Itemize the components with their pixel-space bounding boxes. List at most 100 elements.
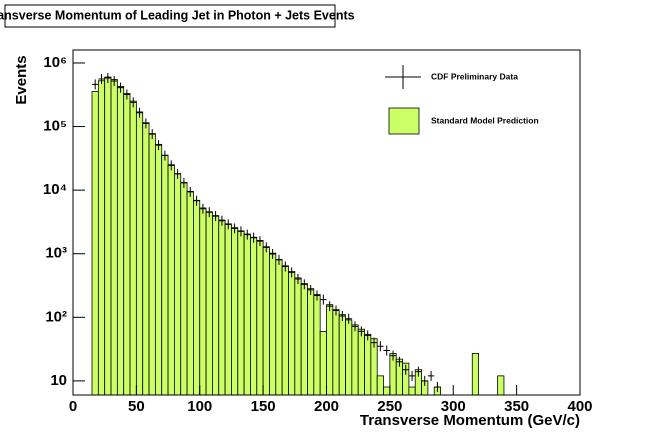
data-point bbox=[168, 160, 175, 171]
data-point bbox=[364, 330, 371, 341]
histogram-bar bbox=[97, 80, 106, 396]
data-point bbox=[326, 301, 333, 312]
histogram-bar bbox=[300, 283, 308, 396]
histogram-bar bbox=[376, 375, 384, 396]
y-tick-label: 10³ bbox=[45, 245, 67, 262]
data-point bbox=[218, 215, 226, 226]
data-point bbox=[269, 249, 276, 260]
histogram-bar bbox=[231, 227, 239, 396]
histogram-bar bbox=[142, 122, 150, 396]
histogram-bar bbox=[237, 230, 245, 396]
data-point bbox=[174, 168, 181, 179]
data-point bbox=[117, 82, 124, 93]
data-point bbox=[250, 232, 257, 243]
histogram-bar bbox=[243, 233, 251, 396]
histogram-bar bbox=[294, 277, 302, 396]
histogram-bar bbox=[497, 375, 505, 396]
histogram-bar bbox=[269, 252, 277, 396]
histogram-bar bbox=[154, 143, 163, 396]
data-point bbox=[339, 310, 346, 321]
x-tick-label: 100 bbox=[187, 398, 212, 415]
data-point bbox=[408, 370, 416, 381]
histogram-bar bbox=[338, 314, 346, 396]
histogram-bar bbox=[161, 154, 169, 396]
histogram-bar bbox=[212, 215, 220, 396]
y-axis-label: Events bbox=[13, 55, 30, 104]
data-point bbox=[237, 226, 245, 237]
data-point bbox=[351, 321, 359, 332]
data-point bbox=[187, 186, 194, 197]
data-point bbox=[389, 350, 397, 361]
histogram-bar bbox=[148, 133, 156, 396]
y-tick-label: 10² bbox=[45, 308, 67, 325]
histogram-bar bbox=[357, 328, 365, 396]
histogram-bar bbox=[110, 79, 118, 396]
data-point bbox=[244, 229, 251, 240]
x-tick-label: 400 bbox=[567, 398, 592, 415]
data-point bbox=[206, 207, 213, 218]
data-point bbox=[415, 366, 422, 377]
data-point bbox=[421, 375, 428, 386]
data-point bbox=[149, 129, 156, 140]
x-tick-label: 350 bbox=[504, 398, 529, 415]
histogram-bar bbox=[167, 164, 175, 396]
x-tick-label: 250 bbox=[377, 398, 402, 415]
data-point bbox=[142, 118, 150, 129]
histogram-bar bbox=[173, 173, 182, 396]
data-point bbox=[130, 97, 137, 108]
data-point bbox=[161, 150, 169, 161]
data-point bbox=[332, 305, 340, 316]
x-tick-label: 150 bbox=[251, 398, 276, 415]
data-point bbox=[301, 279, 308, 290]
data-point bbox=[275, 254, 283, 265]
histogram-bar bbox=[186, 191, 194, 396]
histogram-bar bbox=[256, 240, 264, 396]
data-point bbox=[111, 76, 118, 87]
histogram-bar bbox=[288, 271, 296, 396]
histogram-bar bbox=[351, 324, 359, 396]
histogram-bar bbox=[326, 304, 334, 396]
data-point bbox=[396, 356, 403, 367]
histogram-bar bbox=[218, 219, 226, 396]
data-point bbox=[193, 195, 200, 206]
histogram-bar bbox=[345, 319, 353, 396]
histogram-bar bbox=[319, 331, 327, 396]
data-point bbox=[294, 274, 302, 285]
data-point bbox=[377, 341, 384, 352]
data-point bbox=[345, 313, 352, 324]
x-tick-label: 0 bbox=[69, 398, 77, 415]
histogram-bar bbox=[250, 236, 258, 396]
histogram-bar bbox=[313, 294, 321, 396]
histogram-bar bbox=[116, 86, 125, 396]
x-tick-label: 200 bbox=[314, 398, 339, 415]
x-tick-label: 50 bbox=[128, 398, 145, 415]
data-point bbox=[199, 203, 207, 214]
histogram-bar bbox=[199, 207, 207, 396]
data-point bbox=[225, 219, 232, 230]
data-point bbox=[288, 267, 295, 278]
y-tick-label: 10⁴ bbox=[43, 181, 67, 198]
legend-marker bbox=[385, 65, 421, 89]
title-box bbox=[4, 4, 336, 28]
data-point bbox=[92, 79, 99, 90]
histogram-bar bbox=[224, 223, 232, 396]
legend-label: Standard Model Prediction bbox=[431, 115, 539, 125]
data-point bbox=[402, 364, 409, 375]
legend-label: CDF Preliminary Data bbox=[431, 71, 518, 81]
data-point bbox=[383, 345, 390, 356]
histogram-bar bbox=[180, 182, 188, 396]
histogram-bar bbox=[123, 93, 131, 396]
histogram-bar bbox=[307, 288, 315, 396]
data-point bbox=[358, 326, 365, 337]
data-point bbox=[434, 382, 441, 393]
histogram-bar bbox=[471, 353, 480, 396]
data-point bbox=[136, 107, 143, 118]
data-point bbox=[427, 370, 435, 381]
histogram-bar bbox=[129, 100, 137, 396]
histogram-bar bbox=[275, 259, 283, 396]
histogram-bar bbox=[91, 91, 99, 396]
histogram-bar bbox=[262, 246, 270, 396]
histogram-bar bbox=[332, 309, 340, 396]
histogram-bar bbox=[193, 199, 201, 396]
